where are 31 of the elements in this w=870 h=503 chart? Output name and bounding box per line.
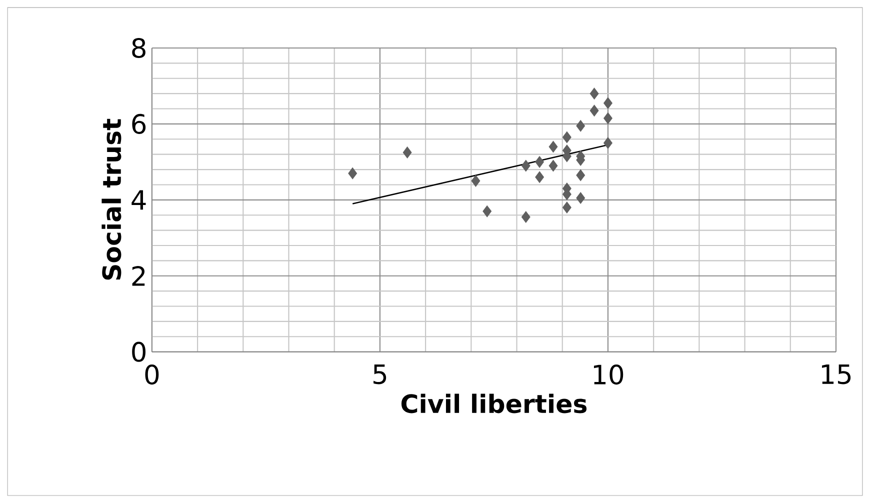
point bbox=[576, 169, 586, 182]
point bbox=[562, 131, 572, 144]
y-tick-label: 0 bbox=[132, 342, 146, 362]
x-tick-label: 10 bbox=[594, 364, 624, 385]
point bbox=[562, 202, 572, 214]
point bbox=[535, 171, 544, 183]
point bbox=[535, 156, 544, 168]
y-tick-label: 8 bbox=[132, 38, 146, 58]
y-tick-label: 6 bbox=[132, 114, 146, 134]
point bbox=[576, 120, 586, 132]
point bbox=[482, 205, 492, 218]
y-tick-label: 4 bbox=[132, 190, 146, 210]
point bbox=[548, 160, 558, 172]
point bbox=[521, 211, 530, 223]
point bbox=[548, 140, 558, 153]
point bbox=[471, 175, 480, 187]
point bbox=[590, 104, 599, 117]
point bbox=[604, 112, 612, 124]
x-axis-title: Civil liberties bbox=[401, 394, 587, 414]
point bbox=[590, 88, 599, 100]
point bbox=[604, 97, 612, 109]
point bbox=[604, 137, 612, 149]
x-tick-label: 0 bbox=[145, 364, 159, 385]
point bbox=[348, 167, 358, 180]
point bbox=[576, 192, 586, 204]
point bbox=[521, 160, 530, 172]
x-tick-label: 5 bbox=[374, 364, 386, 384]
y-axis-title: Social trust bbox=[102, 118, 122, 280]
point bbox=[402, 146, 412, 158]
y-tick-label: 2 bbox=[132, 266, 145, 286]
x-tick-label: 15 bbox=[822, 364, 851, 384]
